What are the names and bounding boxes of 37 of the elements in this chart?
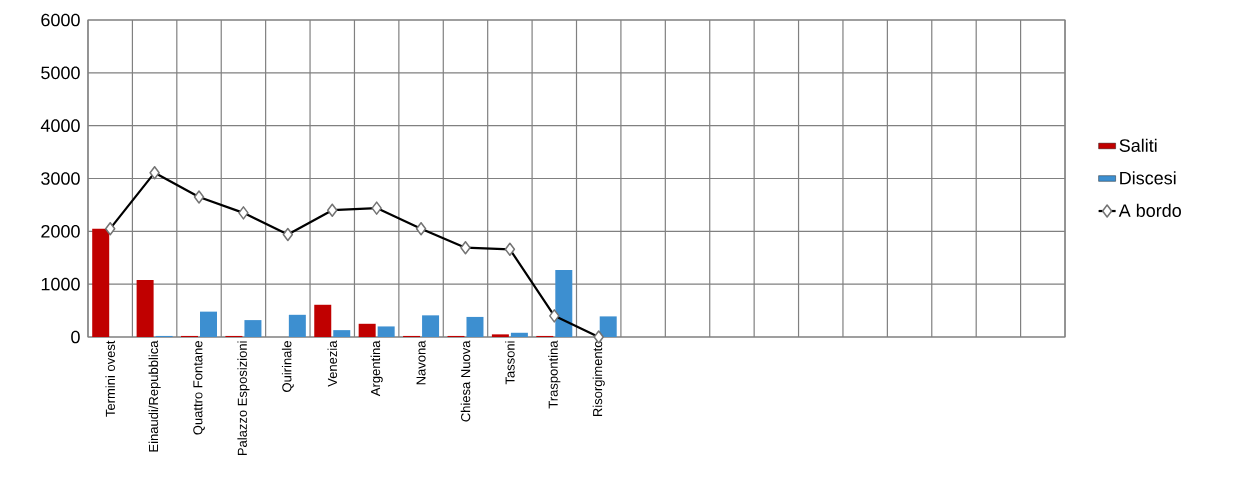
legend-label: Discesi [1120,171,1176,185]
bar [422,315,440,337]
bar [200,311,218,337]
y-tick-label: 0 [71,330,80,344]
x-tick-label: Palazzo Esposizioni [237,341,250,456]
y-tick-label: 5000 [41,66,80,80]
x-tick-label: Venezia [327,340,338,387]
bar [510,332,528,337]
x-tick-label: Termini ovest [105,340,115,417]
x-tick-label: Navona [416,340,426,385]
x-tick-label: Traspontina [548,340,561,409]
bar [491,334,509,337]
bar [555,269,573,337]
y-tick-label: 4000 [40,119,80,133]
bar [358,323,376,337]
x-tick-label: Quirinale [281,341,294,392]
bar [466,316,484,337]
bar [599,316,617,337]
x-tick-label: Einaudi/Repubblica [148,340,161,452]
x-tick-label: Argentina [370,340,383,397]
bar [377,326,395,337]
legend-label: A bordo [1118,203,1181,217]
bar [314,304,332,337]
y-tick-label: 2000 [41,224,80,238]
x-tick-label: Quattro Fontane [193,341,205,435]
bar [288,314,306,337]
bar [333,330,351,337]
y-tick-label: 1000 [41,277,80,291]
bar [244,320,262,337]
bar [92,228,110,337]
x-tick-label: Risorgimento [592,341,605,417]
legend-label: Saliti [1119,138,1157,152]
y-tick-label: 3000 [41,172,80,185]
y-tick-label: 6000 [41,13,80,27]
x-tick-label: Tassoni [505,341,515,385]
x-tick-label: Chiesa Nuova [460,340,471,422]
bar [136,279,154,337]
